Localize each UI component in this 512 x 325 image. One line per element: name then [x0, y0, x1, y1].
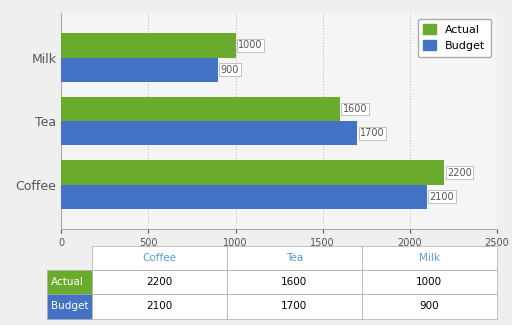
Bar: [61, 121, 357, 145]
Text: 2200: 2200: [447, 168, 472, 177]
Text: 1700: 1700: [360, 128, 385, 138]
Bar: [61, 33, 236, 58]
Bar: [61, 97, 340, 121]
Text: 1600: 1600: [343, 104, 367, 114]
Text: 900: 900: [221, 65, 239, 74]
Text: 1000: 1000: [238, 40, 263, 50]
Legend: Actual, Budget: Actual, Budget: [417, 19, 491, 57]
Bar: [61, 185, 427, 209]
Bar: [61, 161, 444, 185]
Text: 2100: 2100: [430, 192, 454, 202]
Bar: [61, 58, 218, 82]
